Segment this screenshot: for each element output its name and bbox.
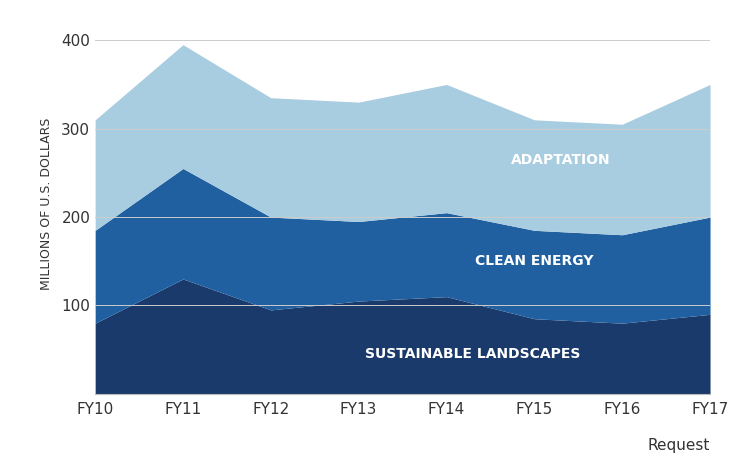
Text: ADAPTATION: ADAPTATION <box>511 153 610 167</box>
Text: Request: Request <box>648 438 710 453</box>
Y-axis label: MILLIONS OF U.S. DOLLARS: MILLIONS OF U.S. DOLLARS <box>40 118 53 290</box>
Text: CLEAN ENERGY: CLEAN ENERGY <box>475 254 594 268</box>
Text: SUSTAINABLE LANDSCAPES: SUSTAINABLE LANDSCAPES <box>365 347 580 361</box>
